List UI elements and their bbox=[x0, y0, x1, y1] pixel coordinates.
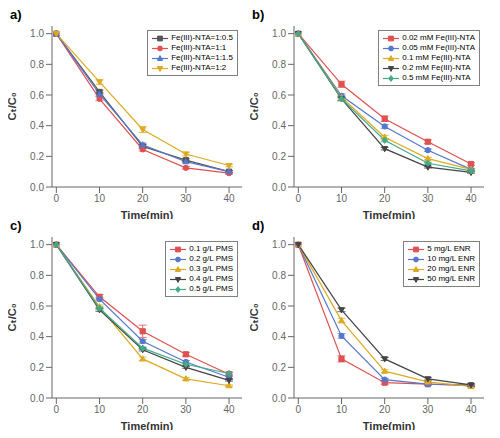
html-text:Fe(III)-NTA=1:1.5: Fe(III)-NTA=1:1.5 bbox=[171, 53, 233, 62]
svg-text:Time(min): Time(min) bbox=[363, 420, 416, 430]
svg-text:20: 20 bbox=[379, 404, 391, 415]
html-text:0.1 mM Fe(III)-NTA: 0.1 mM Fe(III)-NTA bbox=[402, 53, 471, 62]
html-text:0.2 g/L PMS: 0.2 g/L PMS bbox=[189, 254, 233, 263]
html-text:c): c) bbox=[10, 218, 22, 233]
svg-text:0.0: 0.0 bbox=[30, 182, 44, 193]
svg-text:10: 10 bbox=[94, 404, 106, 415]
svg-text:1.0: 1.0 bbox=[30, 239, 44, 250]
svg-text:0.6: 0.6 bbox=[272, 301, 286, 312]
svg-text:20: 20 bbox=[137, 404, 149, 415]
html-text:10 mg/L ENR: 10 mg/L ENR bbox=[427, 254, 475, 263]
svg-text:0.0: 0.0 bbox=[272, 182, 286, 193]
svg-text:40: 40 bbox=[223, 404, 235, 415]
svg-text:0.0: 0.0 bbox=[272, 393, 286, 404]
svg-text:0.2: 0.2 bbox=[30, 151, 44, 162]
svg-text:0.0: 0.0 bbox=[30, 393, 44, 404]
svg-text:30: 30 bbox=[422, 193, 434, 204]
svg-text:30: 30 bbox=[180, 193, 192, 204]
html-text:5 mg/L ENR: 5 mg/L ENR bbox=[427, 244, 471, 253]
svg-text:Cₜ/C₀: Cₜ/C₀ bbox=[250, 303, 260, 331]
svg-text:0.4: 0.4 bbox=[30, 331, 44, 342]
svg-text:0.2: 0.2 bbox=[30, 362, 44, 373]
html-text:20 mg/L ENR: 20 mg/L ENR bbox=[427, 264, 475, 273]
html-text:0.2 mM Fe(III)-NTA: 0.2 mM Fe(III)-NTA bbox=[402, 63, 471, 72]
svg-text:0.4: 0.4 bbox=[30, 120, 44, 131]
svg-text:0.8: 0.8 bbox=[272, 270, 286, 281]
svg-text:0.2: 0.2 bbox=[272, 362, 286, 373]
html-text:0.5 mM Fe(III)-NTA: 0.5 mM Fe(III)-NTA bbox=[402, 73, 471, 82]
svg-text:1.0: 1.0 bbox=[30, 28, 44, 39]
svg-text:0.8: 0.8 bbox=[272, 59, 286, 70]
svg-text:10: 10 bbox=[336, 404, 348, 415]
svg-text:20: 20 bbox=[137, 193, 149, 204]
svg-text:0: 0 bbox=[54, 193, 60, 204]
svg-text:30: 30 bbox=[180, 404, 192, 415]
svg-text:Time(min): Time(min) bbox=[363, 209, 416, 219]
html-text:50 mg/L ENR: 50 mg/L ENR bbox=[427, 274, 475, 283]
svg-text:1.0: 1.0 bbox=[272, 28, 286, 39]
html-text:Fe(III)-NTA=1:0.5: Fe(III)-NTA=1:0.5 bbox=[171, 33, 233, 42]
svg-text:Cₜ/C₀: Cₜ/C₀ bbox=[250, 92, 260, 120]
html-text:0.4 g/L PMS: 0.4 g/L PMS bbox=[189, 274, 233, 283]
svg-text:0: 0 bbox=[296, 193, 302, 204]
html-text:0.02 mM Fe(III)-NTA: 0.02 mM Fe(III)-NTA bbox=[402, 33, 475, 42]
svg-text:1.0: 1.0 bbox=[272, 239, 286, 250]
svg-text:10: 10 bbox=[94, 193, 106, 204]
html-text:b): b) bbox=[252, 7, 265, 22]
svg-text:40: 40 bbox=[465, 193, 477, 204]
html-text:0.5 g/L PMS: 0.5 g/L PMS bbox=[189, 284, 233, 293]
svg-text:10: 10 bbox=[336, 193, 348, 204]
svg-text:Time(min): Time(min) bbox=[121, 209, 174, 219]
svg-text:0.8: 0.8 bbox=[30, 270, 44, 281]
svg-text:0.6: 0.6 bbox=[30, 301, 44, 312]
html-text:d): d) bbox=[252, 218, 265, 233]
svg-text:0.4: 0.4 bbox=[272, 120, 286, 131]
html-text:Fe(III)-NTA=1:2: Fe(III)-NTA=1:2 bbox=[171, 63, 227, 72]
html-text:0.1 g/L PMS: 0.1 g/L PMS bbox=[189, 244, 233, 253]
html-text:0.3 g/L PMS: 0.3 g/L PMS bbox=[189, 264, 233, 273]
svg-text:40: 40 bbox=[223, 193, 235, 204]
svg-text:Time(min): Time(min) bbox=[121, 420, 174, 430]
svg-text:0.6: 0.6 bbox=[272, 90, 286, 101]
svg-text:0: 0 bbox=[54, 404, 60, 415]
svg-text:30: 30 bbox=[422, 404, 434, 415]
svg-text:0.6: 0.6 bbox=[30, 90, 44, 101]
html-text:0.05 mM Fe(III)-NTA: 0.05 mM Fe(III)-NTA bbox=[402, 43, 475, 52]
svg-text:20: 20 bbox=[379, 193, 391, 204]
svg-text:0.2: 0.2 bbox=[272, 151, 286, 162]
html-text:a): a) bbox=[10, 7, 22, 22]
html-text:Fe(III)-NTA=1:1: Fe(III)-NTA=1:1 bbox=[171, 43, 227, 52]
svg-text:Cₜ/C₀: Cₜ/C₀ bbox=[8, 92, 18, 120]
svg-text:0: 0 bbox=[296, 404, 302, 415]
svg-text:0.4: 0.4 bbox=[272, 331, 286, 342]
svg-text:Cₜ/C₀: Cₜ/C₀ bbox=[8, 303, 18, 331]
svg-text:0.8: 0.8 bbox=[30, 59, 44, 70]
svg-text:40: 40 bbox=[465, 404, 477, 415]
